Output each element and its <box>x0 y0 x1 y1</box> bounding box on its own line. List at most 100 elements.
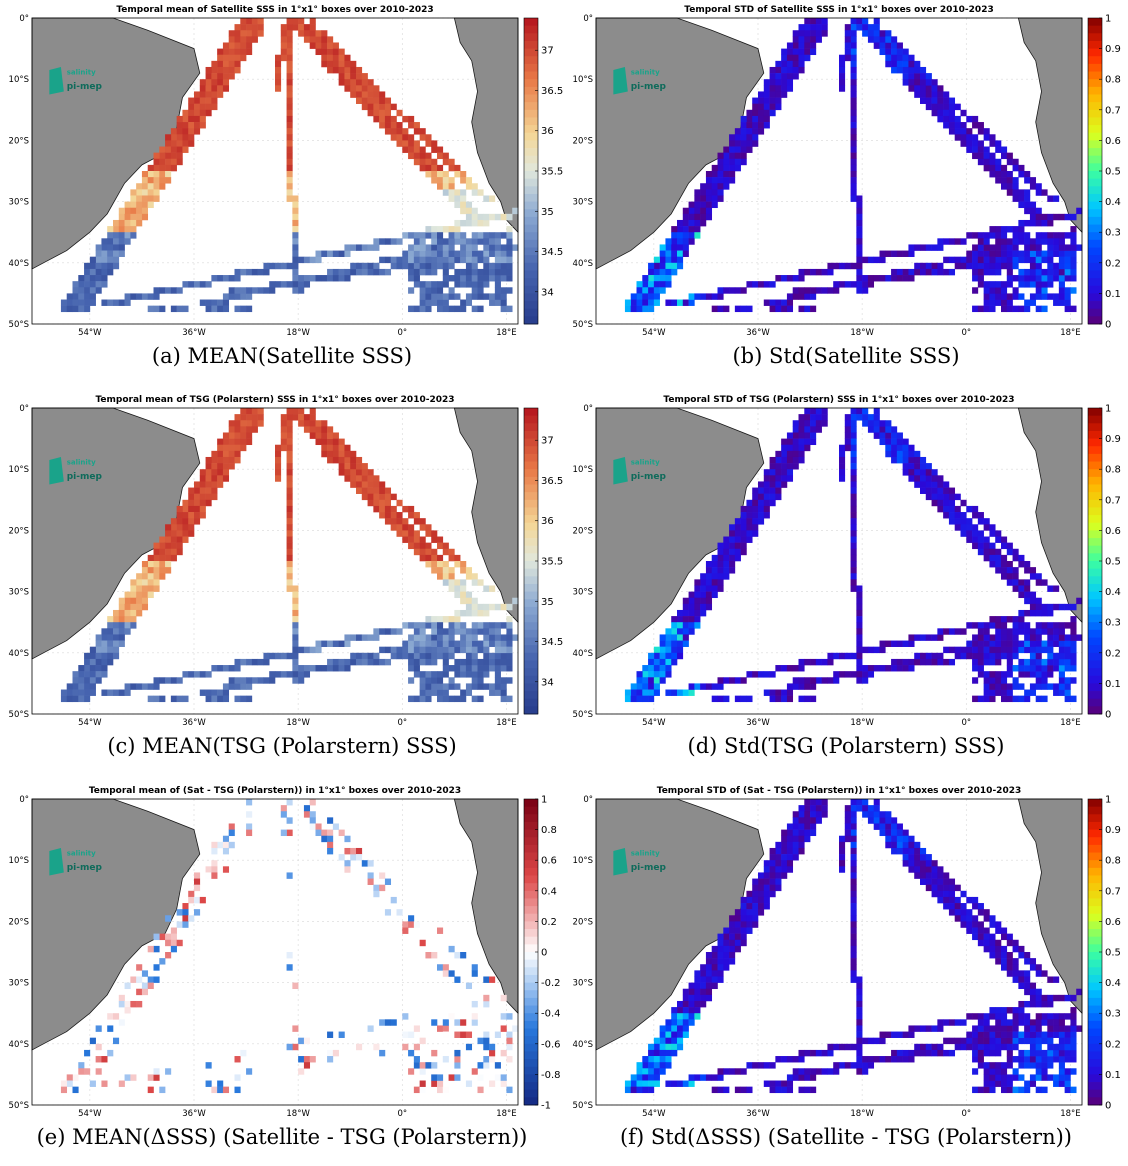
data-cell <box>839 54 846 62</box>
colorbar-swatch <box>1088 799 1102 808</box>
data-cell <box>966 915 973 922</box>
data-cell <box>775 475 782 482</box>
data-cell <box>1035 1056 1042 1063</box>
data-cell <box>454 665 461 672</box>
data-cell <box>390 134 397 141</box>
data-cell <box>891 48 898 56</box>
data-cell <box>257 268 264 276</box>
data-cell <box>1001 299 1008 306</box>
logo-line1: salinity <box>67 68 96 76</box>
data-cell <box>373 505 380 513</box>
data-cell <box>344 847 351 855</box>
data-cell <box>194 896 201 904</box>
data-cell <box>850 48 857 56</box>
data-cell <box>246 799 253 806</box>
data-cell <box>677 622 684 629</box>
data-cell <box>1029 1049 1037 1057</box>
data-cell <box>740 140 747 147</box>
data-cell <box>636 1062 643 1069</box>
data-cell <box>321 426 328 433</box>
data-cell <box>1041 1068 1048 1075</box>
data-cell <box>500 603 507 611</box>
data-cell <box>448 256 455 264</box>
data-cell <box>1029 238 1037 245</box>
data-cell <box>1024 976 1031 983</box>
data-cell <box>931 652 938 660</box>
data-cell <box>983 915 990 922</box>
data-cell <box>989 152 996 160</box>
data-cell <box>954 512 961 519</box>
data-cell <box>303 420 311 427</box>
data-cell <box>113 628 120 635</box>
data-cell <box>454 952 461 959</box>
colorbar-swatch <box>524 109 538 118</box>
data-cell <box>648 683 655 690</box>
data-cell <box>500 1025 507 1032</box>
data-cell <box>442 964 449 971</box>
data-cell <box>665 281 672 288</box>
data-cell <box>350 244 357 251</box>
data-cell <box>396 134 403 141</box>
data-cell <box>798 835 805 843</box>
data-cell <box>228 426 235 433</box>
data-cell <box>630 689 637 696</box>
data-cell <box>879 275 886 282</box>
data-cell <box>188 103 195 111</box>
data-cell <box>1006 548 1013 556</box>
data-cell <box>211 689 218 696</box>
data-cell <box>367 268 374 276</box>
data-cell <box>373 487 380 494</box>
data-cell <box>113 634 120 641</box>
colorbar-swatch <box>1088 476 1102 485</box>
data-cell <box>1001 226 1008 233</box>
data-cell <box>165 561 172 568</box>
colorbar-tick-label: 0.7 <box>1105 105 1121 116</box>
data-cell <box>136 683 143 690</box>
data-cell <box>205 97 212 104</box>
data-cell <box>1018 268 1025 276</box>
caption-c: (c) MEAN(TSG (Polarstern) SSS) <box>107 734 457 758</box>
data-cell <box>972 505 979 513</box>
data-cell <box>165 152 172 160</box>
data-cell <box>477 677 484 684</box>
data-cell <box>442 542 449 550</box>
data-cell <box>867 275 875 282</box>
data-cell <box>1006 695 1013 703</box>
data-cell <box>1029 573 1037 580</box>
data-cell <box>419 548 426 556</box>
data-cell <box>419 524 426 531</box>
data-cell <box>810 677 817 684</box>
data-cell <box>141 293 149 300</box>
data-cell <box>361 73 368 80</box>
data-cell <box>379 103 386 111</box>
data-cell <box>489 689 496 696</box>
data-cell <box>460 609 467 617</box>
data-cell <box>995 244 1002 251</box>
data-cell <box>659 262 666 270</box>
data-cell <box>659 256 666 264</box>
data-cell <box>1041 189 1048 196</box>
data-cell <box>448 238 455 245</box>
data-cell <box>711 305 718 313</box>
data-cell <box>1035 683 1042 690</box>
data-cell <box>1001 1062 1008 1069</box>
data-cell <box>885 1031 892 1038</box>
data-cell <box>217 299 224 306</box>
data-cell <box>141 171 149 178</box>
data-cell <box>425 281 432 288</box>
data-cell <box>966 505 973 513</box>
data-cell <box>688 293 695 300</box>
data-cell <box>408 658 415 666</box>
data-cell <box>205 281 212 288</box>
data-cell <box>914 481 921 488</box>
colorbar-swatch <box>524 629 538 638</box>
data-cell <box>1064 640 1071 647</box>
data-cell <box>413 640 420 647</box>
data-cell <box>705 567 713 574</box>
y-tick-label: 30°S <box>9 588 29 598</box>
data-cell <box>648 281 655 288</box>
data-cell <box>356 456 363 464</box>
data-cell <box>1047 1043 1054 1051</box>
data-cell <box>995 616 1002 623</box>
data-cell <box>471 964 478 971</box>
